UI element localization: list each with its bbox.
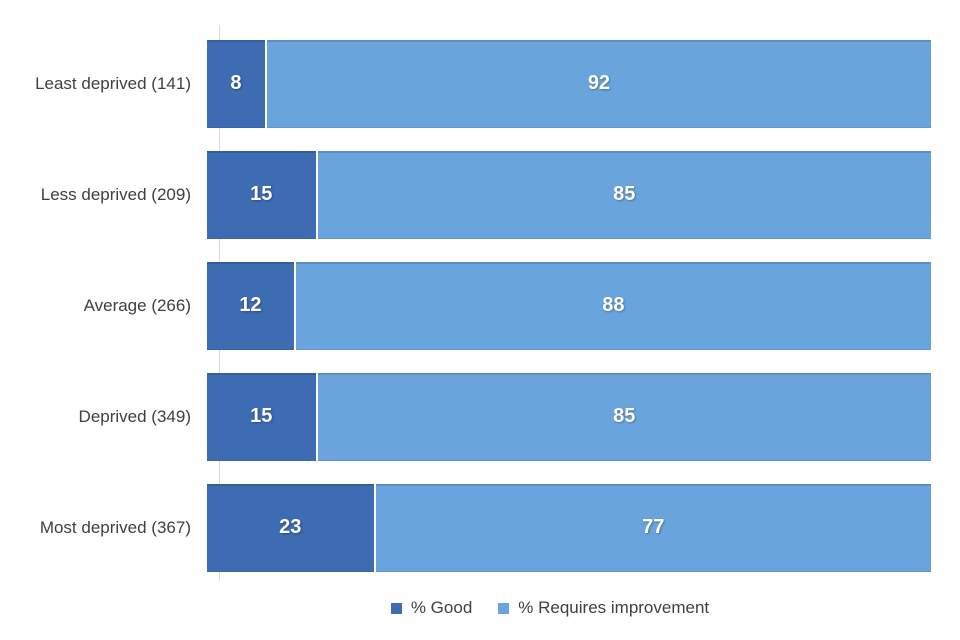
- bar-track: 12 88: [207, 261, 931, 350]
- value-label: 12: [239, 294, 262, 316]
- segment-good: 23: [207, 483, 374, 572]
- segment-requires-improvement: 77: [373, 483, 931, 572]
- bar-row: Least deprived (141) 8 92: [0, 28, 931, 139]
- legend-label: % Good: [410, 598, 473, 617]
- value-label: 88: [602, 294, 625, 316]
- bar-row: Less deprived (209) 15 85: [0, 139, 931, 250]
- bar-row: Average (266) 12 88: [0, 250, 931, 361]
- value-label: 85: [613, 183, 636, 205]
- category-label: Deprived (349): [78, 406, 191, 426]
- chart-legend: % Good % Requires improvement: [0, 598, 960, 618]
- segment-good: 15: [207, 150, 316, 239]
- legend-swatch-icon: [498, 602, 510, 614]
- segment-requires-improvement: 85: [315, 150, 931, 239]
- segment-good: 15: [207, 372, 316, 461]
- category-label: Least deprived (141): [35, 73, 191, 93]
- plot-rows: Least deprived (141) 8 92 Less deprived (20…: [0, 28, 931, 583]
- category-label: Most deprived (367): [39, 517, 191, 537]
- legend-label: % Requires improvement: [518, 598, 710, 617]
- legend-item: % Requires improvement: [498, 598, 709, 618]
- bar-track: 15 85: [207, 372, 931, 461]
- value-label: 77: [642, 516, 665, 538]
- value-label: 15: [250, 405, 273, 427]
- value-label: 15: [250, 183, 273, 205]
- category-label: Less deprived (209): [40, 184, 191, 204]
- bar-track: 23 77: [207, 483, 931, 572]
- value-label: 23: [279, 516, 302, 538]
- segment-requires-improvement: 88: [293, 261, 931, 350]
- legend-item: % Good: [390, 598, 473, 618]
- bar-row: Most deprived (367) 23 77: [0, 472, 931, 583]
- value-label: 85: [613, 405, 636, 427]
- value-label: 92: [587, 72, 611, 94]
- segment-good: 12: [207, 261, 294, 350]
- bar-track: 8 92: [207, 39, 931, 128]
- bar-row: Deprived (349) 15 85: [0, 361, 931, 472]
- category-label: Average (266): [83, 295, 191, 315]
- segment-requires-improvement: 85: [315, 372, 931, 461]
- segment-good: 8: [207, 39, 265, 128]
- bar-track: 15 85: [207, 150, 931, 239]
- segment-requires-improvement: 92: [264, 39, 931, 128]
- value-label: 8: [230, 72, 242, 94]
- legend-swatch-icon: [390, 602, 402, 614]
